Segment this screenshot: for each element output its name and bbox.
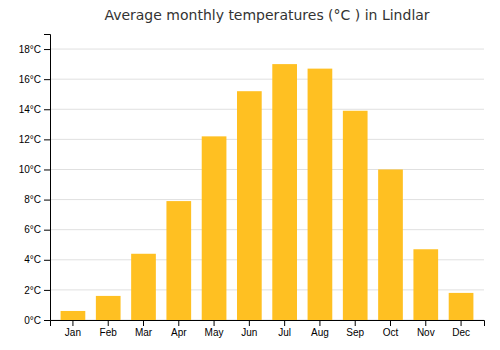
bars [61,64,474,320]
y-tick-label: 6°C [24,224,41,235]
x-tick-label: Dec [452,327,470,338]
grid-line [50,79,484,80]
y-tick-mark [44,200,50,201]
y-tick-mark [44,260,50,261]
plot-area: 0°C 2°C 4°C 6°C 8°C 10°C 12°C 14°C 16°C 18°C Jan Fe… [19,35,485,339]
grid [50,49,484,320]
y-tick-mark [44,320,50,321]
bar [378,169,403,320]
x-tick: Jun [241,320,257,338]
x-tick-label: Jun [241,327,257,338]
x-tick-mark [355,320,356,326]
y-tick: 0°C [24,315,50,326]
y-tick-label: 16°C [19,74,41,85]
x-tick: Jan [65,320,81,338]
bar [202,136,227,320]
y-tick: 12°C [19,134,50,145]
y-tick-label: 8°C [24,194,41,205]
bar [131,254,156,320]
x-tick-mark [284,320,285,326]
y-tick-mark [44,79,50,80]
bar [237,91,262,320]
x-axis: Jan Feb Mar Apr May Jun Jul Aug Sep Oct Nov Dec [51,320,485,338]
x-axis-line [51,321,485,327]
x-tick-mark [72,320,73,326]
x-tick-label: May [205,327,224,338]
y-tick-label: 0°C [24,315,41,326]
x-tick-label: Nov [417,327,435,338]
x-tick-label: Oct [383,327,399,338]
x-tick-label: Feb [100,327,118,338]
y-tick: 8°C [24,194,50,205]
bar [449,293,474,320]
y-tick-mark [44,290,50,291]
y-tick: 2°C [24,285,50,296]
y-tick-label: 12°C [19,134,41,145]
y-tick: 18°C [19,44,50,55]
y-tick-mark [44,169,50,170]
bar [413,249,438,320]
chart-svg: 0°C 2°C 4°C 6°C 8°C 10°C 12°C 14°C 16°C 18°C Jan Fe… [0,0,500,350]
y-tick: 6°C [24,224,50,235]
y-tick-label: 14°C [19,104,41,115]
bar [308,69,333,320]
grid-line [50,139,484,140]
bar [96,296,121,320]
x-tick: Oct [383,320,399,338]
x-tick: Jul [278,320,291,338]
x-tick-mark [178,320,179,326]
grid-line [50,49,484,50]
x-tick: Sep [346,320,364,338]
grid-line [50,109,484,110]
y-tick: 10°C [19,164,50,175]
y-tick-mark [44,49,50,50]
x-tick: Apr [171,320,187,338]
x-tick-label: Jul [278,327,291,338]
x-tick-mark [214,320,215,326]
x-tick-mark [108,320,109,326]
y-tick-mark [44,109,50,110]
y-tick-label: 2°C [24,285,41,296]
x-tick-label: Sep [346,327,364,338]
x-tick-label: Mar [135,327,153,338]
x-tick: Feb [100,320,118,338]
x-tick-mark [461,320,462,326]
y-tick-mark [44,230,50,231]
y-tick: 14°C [19,104,50,115]
y-axis-line [44,35,51,321]
title: Average monthly temperatures (°C ) in Li… [104,7,429,23]
x-tick-mark [425,320,426,326]
x-tick: Nov [417,320,435,338]
bar [166,201,191,320]
y-axis: 0°C 2°C 4°C 6°C 8°C 10°C 12°C 14°C 16°C 18°C [19,35,51,326]
x-tick-label: Aug [311,327,329,338]
x-tick-mark [390,320,391,326]
x-tick-mark [249,320,250,326]
y-tick-mark [44,139,50,140]
bar [61,311,86,320]
x-tick-label: Jan [65,327,81,338]
x-tick: Mar [135,320,153,338]
x-tick-label: Apr [171,327,187,338]
y-tick: 16°C [19,74,50,85]
x-tick: Aug [311,320,329,338]
grid-line [50,169,484,170]
y-tick-label: 10°C [19,164,41,175]
bar [343,111,368,320]
x-tick-mark [143,320,144,326]
bar [272,64,297,320]
grid-line [50,229,484,230]
grid-line [50,199,484,200]
y-tick-label: 18°C [19,44,41,55]
x-tick-mark [319,320,320,326]
x-tick: May [205,320,224,338]
x-tick: Dec [452,320,470,338]
y-tick: 4°C [24,254,50,265]
y-tick-label: 4°C [24,254,41,265]
